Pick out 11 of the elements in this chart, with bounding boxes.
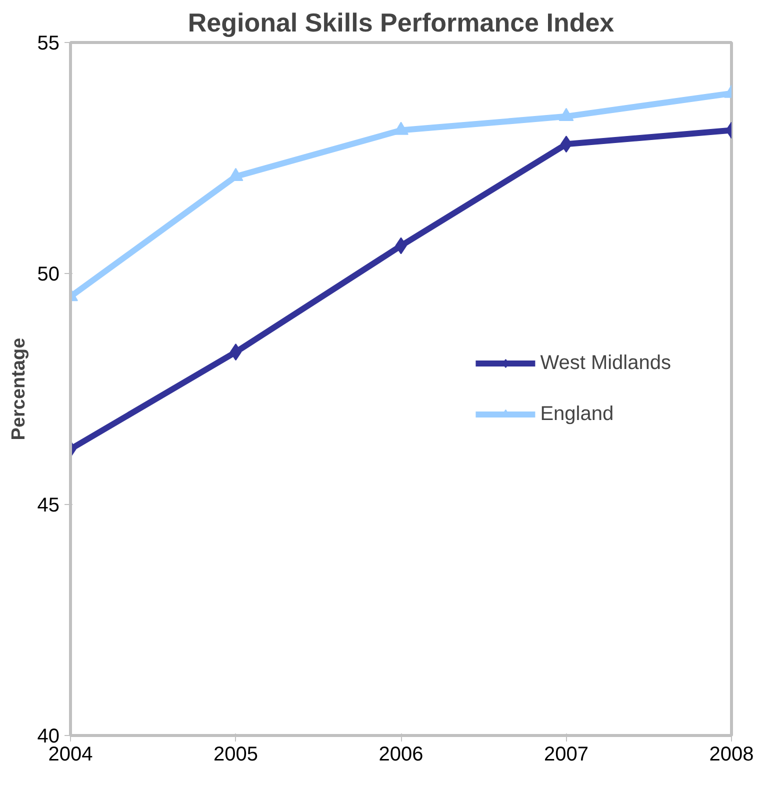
x-tick-label: 2008 bbox=[709, 744, 754, 766]
x-tick-label: 2007 bbox=[544, 744, 589, 766]
legend-label: West Midlands bbox=[540, 352, 671, 374]
y-tick-label: 55 bbox=[37, 32, 60, 54]
x-tick-label: 2006 bbox=[378, 744, 424, 766]
y-axis-title: Percentage bbox=[8, 338, 30, 440]
x-tick-label: 2005 bbox=[214, 744, 258, 766]
legend-label: England bbox=[540, 402, 614, 426]
y-tick-label: 50 bbox=[37, 264, 60, 286]
chart-title: Regional Skills Performance Index bbox=[188, 8, 615, 38]
y-tick-label: 45 bbox=[37, 494, 60, 516]
